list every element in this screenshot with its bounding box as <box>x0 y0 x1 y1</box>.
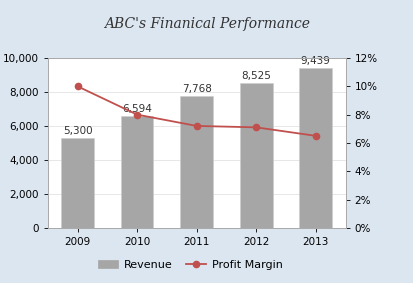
Text: 5,300: 5,300 <box>63 126 92 136</box>
Text: 7,768: 7,768 <box>181 84 211 94</box>
Bar <box>121 116 153 228</box>
Text: ABC's Finanical Performance: ABC's Finanical Performance <box>104 17 309 31</box>
Text: 8,525: 8,525 <box>241 71 271 82</box>
Bar <box>299 68 331 228</box>
Text: 9,439: 9,439 <box>300 56 330 66</box>
Bar <box>180 96 213 228</box>
Bar <box>239 83 272 228</box>
Text: 6,594: 6,594 <box>122 104 152 114</box>
Bar <box>61 138 94 228</box>
Legend: Revenue, Profit Margin: Revenue, Profit Margin <box>94 256 286 275</box>
